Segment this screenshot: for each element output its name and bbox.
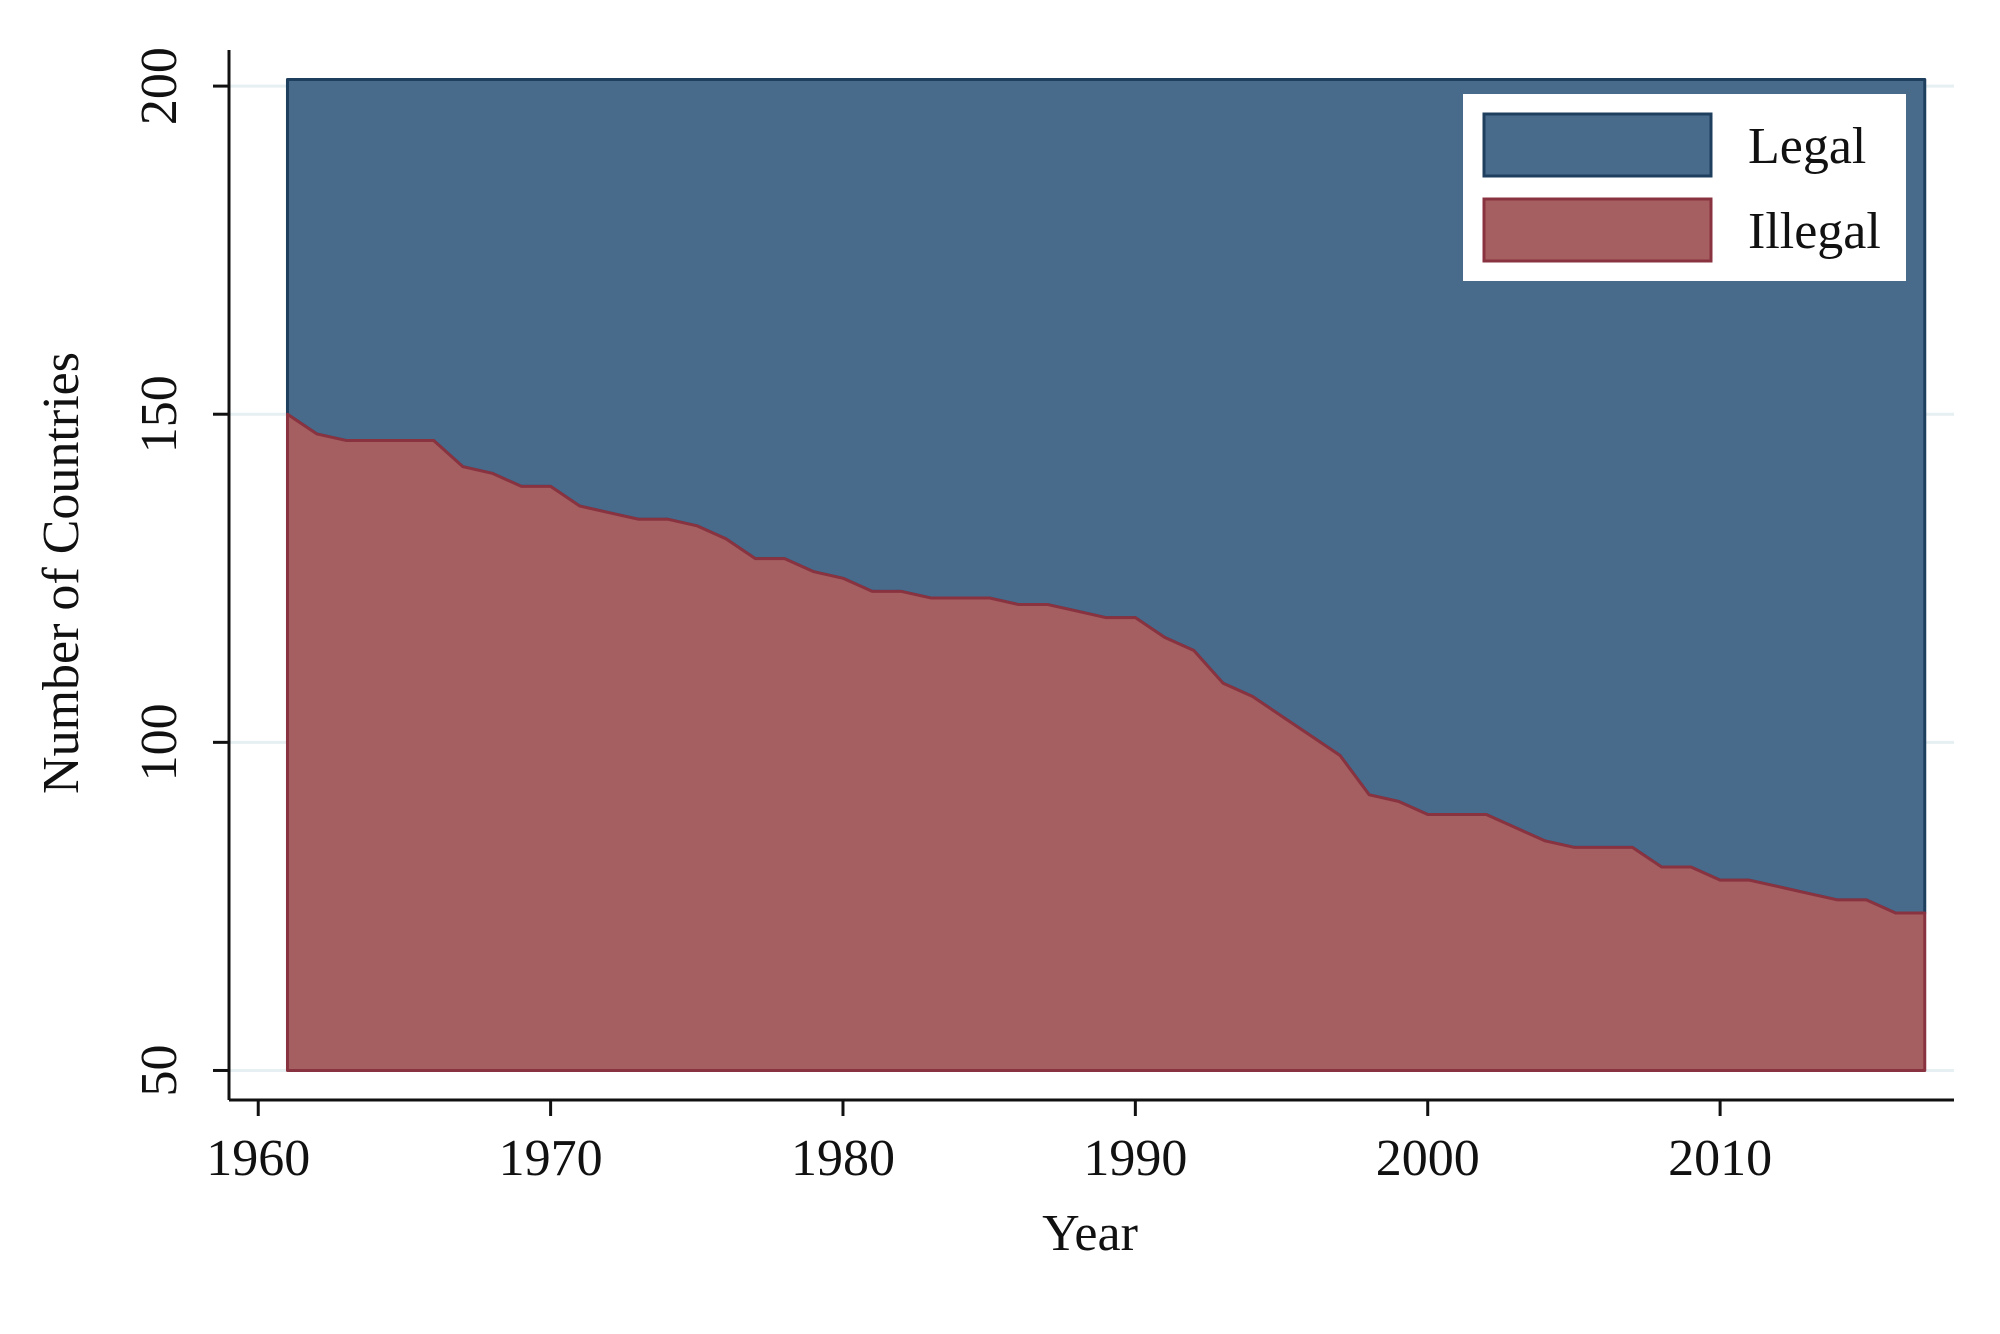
legend-swatch-legal — [1482, 112, 1713, 178]
plot-areas — [285, 78, 1927, 1072]
legend-swatch-illegal — [1482, 197, 1713, 263]
legend-label-legal: Legal — [1748, 118, 1866, 175]
x-tick-label: 1960 — [206, 1130, 310, 1187]
x-tick-label: 1970 — [499, 1130, 603, 1187]
y-tick-label: 100 — [131, 703, 188, 781]
y-tick-label: 50 — [131, 1044, 188, 1096]
axes — [227, 50, 1954, 1102]
y-ticks: 50 100 150 200 — [131, 47, 229, 1096]
x-tick-label: 2010 — [1668, 1130, 1772, 1187]
y-tick-label: 200 — [131, 47, 188, 125]
illegal-area — [285, 412, 1927, 1072]
x-ticks: 1960 1970 1980 1990 2000 2010 — [206, 1100, 1772, 1187]
x-axis-title: Year — [1042, 1205, 1138, 1262]
x-tick-label: 1990 — [1083, 1130, 1187, 1187]
y-axis-title: Number of Countries — [33, 352, 90, 794]
x-tick-label: 2000 — [1376, 1130, 1480, 1187]
x-tick-label: 1980 — [791, 1130, 895, 1187]
y-tick-label: 150 — [131, 375, 188, 453]
legend: Legal Illegal — [1463, 94, 1906, 281]
legend-label-illegal: Illegal — [1748, 203, 1881, 260]
